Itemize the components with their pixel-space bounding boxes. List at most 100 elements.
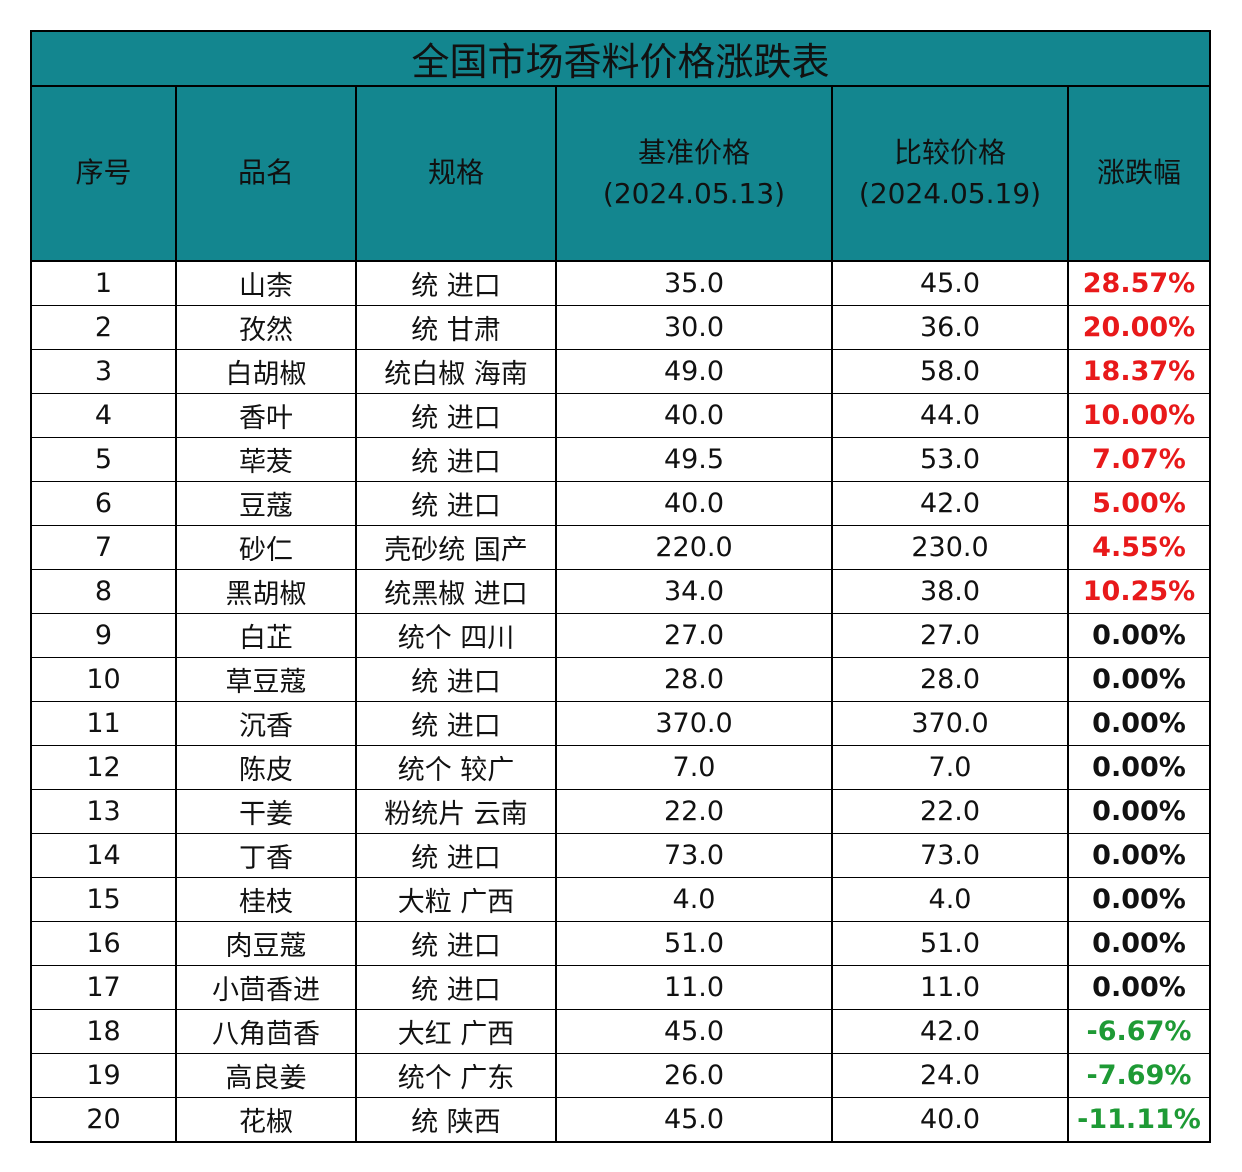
cell-compare-price: 370.0 xyxy=(832,701,1069,746)
cell-spec: 大红 广西 xyxy=(356,1009,557,1054)
cell-name: 白芷 xyxy=(176,613,357,658)
cell-change: -11.11% xyxy=(1077,1103,1201,1135)
cell-compare-price: 40.0 xyxy=(832,1097,1069,1141)
cell-no: 14 xyxy=(32,833,177,878)
cell-base-price: 45.0 xyxy=(556,1097,833,1141)
cell-base-price: 370.0 xyxy=(556,701,833,746)
header-name: 品名 xyxy=(176,87,357,262)
cell-no: 7 xyxy=(32,525,177,570)
header-spec: 规格 xyxy=(356,87,557,262)
table-row: 3 白胡椒 统白椒 海南 49.0 58.0 18.37% xyxy=(32,349,1209,394)
table-row: 4 香叶统 进口 40.0 44.0 10.00% xyxy=(32,393,1209,438)
cell-spec: 统 进口 xyxy=(356,965,557,1010)
cell-base-price: 11.0 xyxy=(556,965,833,1010)
table-row: 6 豆蔻统 进口 40.0 42.0 5.00% xyxy=(32,481,1209,526)
cell-spec: 统个 较广 xyxy=(356,745,557,790)
cell-base-price: 49.0 xyxy=(556,349,833,394)
cell-no: 12 xyxy=(32,745,177,790)
cell-no: 3 xyxy=(32,349,177,394)
table-row: 13 干姜 粉统片 云南 22.0 22.0 0.00% xyxy=(32,789,1209,834)
header-base-price-label: 基准价格 xyxy=(637,135,750,169)
cell-change: -6.67% xyxy=(1068,1009,1209,1054)
table-header: 序号 品名 规格 基准价格 (2024.05.13) 比较价格 (2024.05… xyxy=(32,87,1209,262)
table-row: 5 荜茇统 进口 49.5 53.0 7.07% xyxy=(32,437,1209,482)
cell-base-price: 73.0 xyxy=(556,833,833,878)
cell-spec: 统个 广东 xyxy=(356,1053,557,1098)
cell-change: 4.55% xyxy=(1068,525,1209,570)
cell-compare-price: 51.0 xyxy=(832,921,1069,966)
cell-no: 15 xyxy=(32,877,177,922)
cell-compare-price: 42.0 xyxy=(832,481,1069,526)
cell-name: 高良姜 xyxy=(176,1053,357,1098)
header-compare-price: 比较价格 (2024.05.19) xyxy=(832,87,1069,262)
cell-spec: 统 进口 xyxy=(356,261,557,306)
cell-base-price: 22.0 xyxy=(556,789,833,834)
cell-change: 0.00% xyxy=(1068,657,1209,702)
table-row: 15 桂枝 大粒 广西 4.0 4.0 0.00% xyxy=(32,877,1209,922)
table-body: 1 山柰统 进口 35.0 45.0 28.57% 2 孜然统 甘肃 30.0 36.0 20.0… xyxy=(32,261,1209,1141)
cell-change: 10.00% xyxy=(1068,393,1209,438)
header-compare-price-label: 比较价格 xyxy=(893,135,1006,169)
cell-name: 草豆蔻 xyxy=(176,657,357,702)
cell-compare-price: 45.0 xyxy=(832,261,1069,306)
cell-compare-price: 4.0 xyxy=(832,877,1069,922)
cell-spec: 统 进口 xyxy=(356,393,557,438)
cell-no: 6 xyxy=(32,481,177,526)
cell-change: 28.57% xyxy=(1068,261,1209,306)
cell-no: 18 xyxy=(32,1009,177,1054)
cell-base-price: 7.0 xyxy=(556,745,833,790)
cell-base-price: 220.0 xyxy=(556,525,833,570)
cell-change: 0.00% xyxy=(1068,833,1209,878)
cell-name: 肉豆蔻 xyxy=(176,921,357,966)
table-row: 2 孜然统 甘肃 30.0 36.0 20.00% xyxy=(32,305,1209,350)
cell-name: 豆蔻 xyxy=(176,481,357,526)
cell-spec: 大粒 广西 xyxy=(356,877,557,922)
cell-base-price: 34.0 xyxy=(556,569,833,614)
cell-compare-price: 36.0 xyxy=(832,305,1069,350)
cell-no: 10 xyxy=(32,657,177,702)
cell-name: 白胡椒 xyxy=(176,349,357,394)
cell-compare-price: 230.0 xyxy=(832,525,1069,570)
cell-compare-price: 28.0 xyxy=(832,657,1069,702)
cell-change: 7.07% xyxy=(1068,437,1209,482)
cell-spec: 统 进口 xyxy=(356,437,557,482)
cell-compare-price: 73.0 xyxy=(832,833,1069,878)
table-row: 1 山柰统 进口 35.0 45.0 28.57% xyxy=(32,261,1209,306)
cell-base-price: 30.0 xyxy=(556,305,833,350)
cell-name: 八角茴香 xyxy=(176,1009,357,1054)
cell-spec: 壳砂统 国产 xyxy=(356,525,557,570)
table-row: 9 白芷 统个 四川 27.0 27.0 0.00% xyxy=(32,613,1209,658)
cell-name: 荜茇 xyxy=(176,437,357,482)
cell-base-price: 51.0 xyxy=(556,921,833,966)
price-change-table-sheet: 全国市场香料价格涨跌表 序号 品名 规格 基准价格 (2024.05.13) 比… xyxy=(30,30,1211,1143)
table-row: 19 高良姜 统个 广东 26.0 24.0 -7.69% xyxy=(32,1053,1209,1098)
cell-no: 20 xyxy=(32,1097,177,1141)
header-base-price: 基准价格 (2024.05.13) xyxy=(556,87,833,262)
cell-name: 花椒 xyxy=(176,1097,357,1141)
cell-change: 0.00% xyxy=(1068,613,1209,658)
table-row: 16 肉豆蔻统 进口 51.0 51.0 0.00% xyxy=(32,921,1209,966)
cell-base-price: 27.0 xyxy=(556,613,833,658)
cell-change: 0.00% xyxy=(1068,965,1209,1010)
cell-base-price: 26.0 xyxy=(556,1053,833,1098)
header-base-price-date: (2024.05.13) xyxy=(602,176,786,210)
cell-no: 17 xyxy=(32,965,177,1010)
cell-spec: 统 进口 xyxy=(356,701,557,746)
header-compare-price-date: (2024.05.19) xyxy=(858,176,1042,210)
cell-base-price: 40.0 xyxy=(556,481,833,526)
cell-compare-price: 42.0 xyxy=(832,1009,1069,1054)
table-row: 11 沉香统 进口 370.0 370.0 0.00% xyxy=(32,701,1209,746)
cell-compare-price: 11.0 xyxy=(832,965,1069,1010)
cell-change: 10.25% xyxy=(1068,569,1209,614)
cell-name: 干姜 xyxy=(176,789,357,834)
table-row: 17 小茴香进统 进口 11.0 11.0 0.00% xyxy=(32,965,1209,1010)
cell-spec: 粉统片 云南 xyxy=(356,789,557,834)
cell-no: 19 xyxy=(32,1053,177,1098)
cell-no: 8 xyxy=(32,569,177,614)
cell-change: 0.00% xyxy=(1068,745,1209,790)
cell-base-price: 49.5 xyxy=(556,437,833,482)
table-row: 18 八角茴香 大红 广西 45.0 42.0 -6.67% xyxy=(32,1009,1209,1054)
cell-change: 0.00% xyxy=(1068,877,1209,922)
cell-change: 0.00% xyxy=(1068,701,1209,746)
cell-spec: 统个 四川 xyxy=(356,613,557,658)
